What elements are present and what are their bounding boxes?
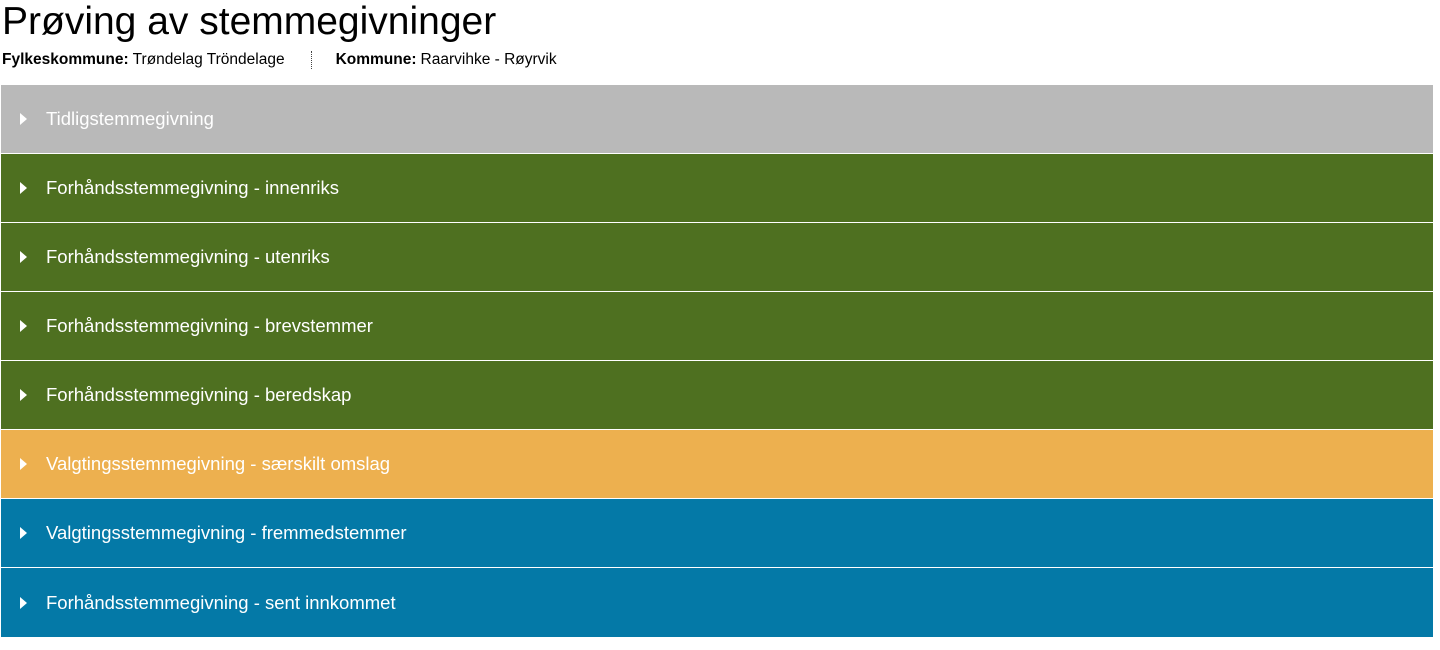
section-forhand-beredskap[interactable]: Forhåndsstemmegivning - beredskap xyxy=(1,361,1433,429)
section-valgting-sarskilt-omslag[interactable]: Valgtingsstemmegivning - særskilt omslag xyxy=(1,430,1433,498)
section-forhand-brevstemmer[interactable]: Forhåndsstemmegivning - brevstemmer xyxy=(1,292,1433,360)
caret-right-icon xyxy=(20,389,27,401)
section-label: Forhåndsstemmegivning - beredskap xyxy=(46,384,352,405)
caret-right-icon xyxy=(20,596,27,609)
kommune-info: Kommune: Raarvihke - Røyrvik xyxy=(336,51,557,69)
section-label: Forhåndsstemmegivning - sent innkommet xyxy=(46,591,396,613)
section-label: Valgtingsstemmegivning - særskilt omslag xyxy=(46,453,391,474)
section-label: Forhåndsstemmegivning - utenriks xyxy=(46,246,330,267)
section-label: Forhåndsstemmegivning - brevstemmer xyxy=(46,315,373,336)
section-tidligstemmegivning[interactable]: Tidligstemmegivning xyxy=(1,85,1433,153)
section-label: Valgtingsstemmegivning - fremmedstemmer xyxy=(46,522,407,543)
caret-right-icon xyxy=(20,458,27,470)
kommune-value: Raarvihke - Røyrvik xyxy=(420,51,557,68)
caret-right-icon xyxy=(20,527,27,539)
fylkeskommune-label: Fylkeskommune: xyxy=(2,51,129,68)
caret-right-icon xyxy=(20,320,27,332)
caret-right-icon xyxy=(20,113,27,125)
fylkeskommune-value: Trøndelag Tröndelage xyxy=(132,51,285,68)
section-forhand-innenriks[interactable]: Forhåndsstemmegivning - innenriks xyxy=(1,154,1433,222)
context-divider xyxy=(310,51,312,69)
section-label: Forhåndsstemmegivning - innenriks xyxy=(46,177,340,198)
context-info: Fylkeskommune: Trøndelag Tröndelage Komm… xyxy=(2,50,557,70)
kommune-label: Kommune: xyxy=(335,51,417,68)
section-list: Tidligstemmegivning Forhåndsstemmegivnin… xyxy=(1,85,1433,637)
section-label: Tidligstemmegivning xyxy=(46,108,214,129)
section-forhand-sent-innkommet[interactable]: Forhåndsstemmegivning - sent innkommet xyxy=(1,568,1433,637)
section-valgting-fremmedstemmer[interactable]: Valgtingsstemmegivning - fremmedstemmer xyxy=(1,499,1433,567)
page-title: Prøving av stemmegivninger xyxy=(2,0,497,43)
section-forhand-utenriks[interactable]: Forhåndsstemmegivning - utenriks xyxy=(1,223,1433,291)
caret-right-icon xyxy=(20,251,27,263)
fylkeskommune-info: Fylkeskommune: Trøndelag Tröndelage xyxy=(2,51,285,69)
caret-right-icon xyxy=(20,182,27,194)
